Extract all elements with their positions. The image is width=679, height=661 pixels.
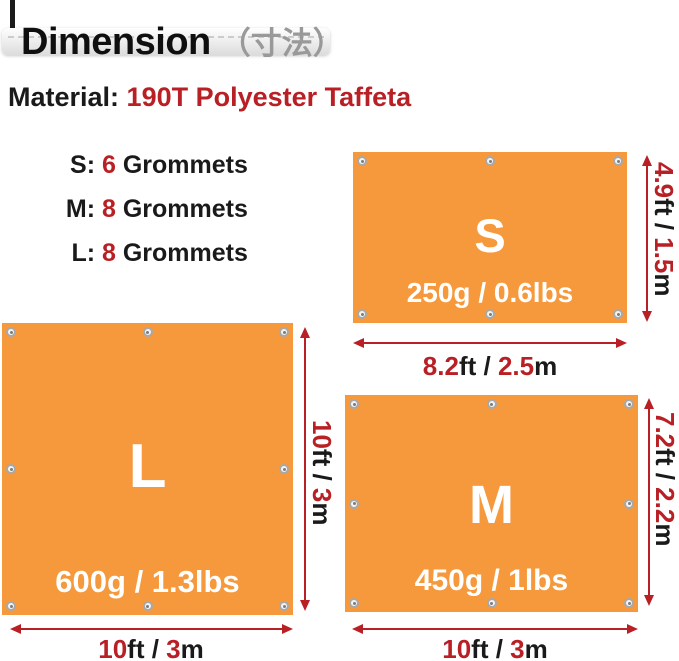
size-label: S: xyxy=(70,151,102,179)
dim-value-metric: 2.5 xyxy=(497,351,535,381)
dimension-arrow-m-width xyxy=(352,624,638,634)
dim-unit-imperial: ft xyxy=(650,448,679,466)
grommet-count-m: M: 8 Grommets xyxy=(0,194,248,238)
grommet-icon xyxy=(357,156,367,166)
dimension-arrow-l-height xyxy=(300,327,310,611)
title-ribbon xyxy=(2,28,330,55)
dim-value-metric: 3 xyxy=(307,487,337,503)
grommet-icon xyxy=(349,399,359,409)
dim-unit-imperial: ft xyxy=(471,634,489,661)
dim-unit-metric: m xyxy=(180,634,204,661)
dimension-arrow-s-height xyxy=(642,155,652,322)
dim-separator: / xyxy=(476,351,498,381)
grommet-icon xyxy=(279,327,289,337)
dim-unit-metric: m xyxy=(307,502,337,526)
dim-unit-metric: m xyxy=(650,523,679,547)
grommet-icon xyxy=(613,156,623,166)
grommet-icon xyxy=(613,309,623,319)
dimension-label-l-height: 10ft / 3m xyxy=(307,420,337,526)
dim-value-imperial: 10 xyxy=(307,420,337,449)
dim-value-metric: 1.5 xyxy=(649,237,679,274)
grommet-word: Grommets xyxy=(115,239,248,267)
material-value: 190T Polyester Taffeta xyxy=(126,82,412,112)
grommet-icon xyxy=(6,464,16,474)
grommet-icon xyxy=(142,327,153,337)
dim-value-imperial: 10 xyxy=(442,634,472,661)
grommet-icon xyxy=(624,399,634,409)
dim-unit-metric: m xyxy=(524,634,548,661)
grommet-icon xyxy=(357,309,367,319)
tarp-m-weight: 450g / 1lbs xyxy=(414,564,569,597)
dim-unit-metric: m xyxy=(649,273,679,297)
dim-separator: / xyxy=(144,634,167,661)
dim-unit-imperial: ft xyxy=(127,634,145,661)
dimension-arrow-l-width xyxy=(10,624,293,634)
grommet-count-l: L: 8 Grommets xyxy=(0,238,248,282)
tarp-m-label: M xyxy=(469,475,514,535)
grommet-word: Grommets xyxy=(115,151,248,179)
tarp-m-rect: M 450g / 1lbs xyxy=(345,395,638,612)
grommet-number: 8 xyxy=(102,239,116,267)
grommet-icon xyxy=(279,601,289,611)
size-label: L: xyxy=(71,239,102,267)
dim-unit-imperial: ft xyxy=(458,351,477,381)
dimension-label-m-width: 10ft / 3m xyxy=(352,634,638,661)
grommet-number: 8 xyxy=(102,195,116,223)
title-accent-bar xyxy=(10,0,15,45)
dim-separator: / xyxy=(649,215,679,238)
dim-value-imperial: 10 xyxy=(98,634,128,661)
grommet-icon xyxy=(485,309,495,319)
tarp-l-rect: L 600g / 1.3lbs xyxy=(2,323,293,615)
page-title-text: Dimension xyxy=(21,21,211,64)
dim-value-imperial: 8.2 xyxy=(422,351,459,381)
grommet-word: Grommets xyxy=(115,195,248,223)
dim-value-metric: 2.2 xyxy=(650,487,679,524)
material-line: Material: 190T Polyester Taffeta xyxy=(8,82,411,113)
size-label: M: xyxy=(65,195,102,223)
dim-separator: / xyxy=(650,465,679,488)
grommet-count-list: S: 6 Grommets M: 8 Grommets L: 8 Grommet… xyxy=(0,150,248,282)
page-title: Dimension （寸法） xyxy=(21,21,344,65)
tarp-l-label: L xyxy=(128,432,167,501)
dim-unit-imperial: ft xyxy=(649,198,679,216)
grommet-icon xyxy=(6,601,16,611)
grommet-count-s: S: 6 Grommets xyxy=(0,150,248,194)
grommet-icon xyxy=(349,498,359,509)
grommet-number: 6 xyxy=(102,151,116,179)
dim-unit-imperial: ft xyxy=(307,448,337,467)
tarp-s-label: S xyxy=(474,209,506,262)
dimension-label-l-width: 10ft / 3m xyxy=(10,634,292,661)
dim-unit-metric: m xyxy=(534,351,558,381)
dimension-label-s-width: 8.2ft / 2.5m xyxy=(353,351,627,381)
grommet-icon xyxy=(486,598,497,608)
dimension-arrow-m-height xyxy=(644,398,654,606)
grommet-icon xyxy=(279,464,289,474)
tarp-l-weight: 600g / 1.3lbs xyxy=(55,564,240,599)
grommet-icon xyxy=(624,498,634,509)
dimension-label-m-height: 7.2ft / 2.2m xyxy=(650,412,679,547)
tarp-s-rect: S 250g / 0.6lbs xyxy=(353,152,627,323)
grommet-icon xyxy=(486,399,497,409)
dim-separator: / xyxy=(488,634,511,661)
dim-value-imperial: 4.9 xyxy=(649,162,679,199)
grommet-icon xyxy=(485,156,495,166)
dimension-arrow-s-width xyxy=(353,338,627,348)
dim-value-metric: 3 xyxy=(510,634,525,661)
grommet-icon xyxy=(349,598,359,608)
grommet-icon xyxy=(142,601,153,611)
grommet-icon xyxy=(6,327,16,337)
dim-separator: / xyxy=(307,466,337,488)
page-title-japanese: （寸法） xyxy=(219,26,344,62)
material-label: Material: xyxy=(8,82,127,112)
dimension-label-s-height: 4.9ft / 1.5m xyxy=(649,162,679,297)
tarp-s-weight: 250g / 0.6lbs xyxy=(406,277,574,308)
grommet-icon xyxy=(624,598,634,608)
dim-value-metric: 3 xyxy=(166,634,181,661)
dim-value-imperial: 7.2 xyxy=(650,412,679,449)
